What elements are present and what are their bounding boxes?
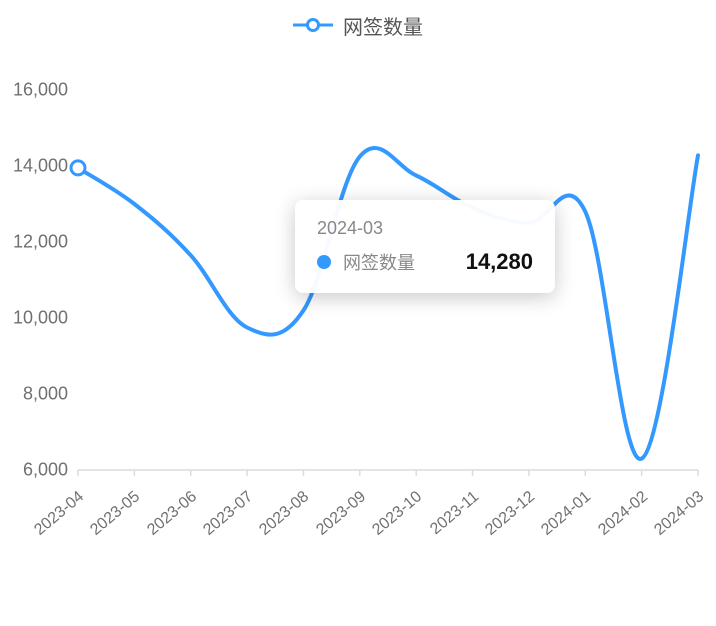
y-axis-tick-label: 16,000 (0, 80, 68, 101)
tooltip-title: 2024-03 (317, 218, 533, 239)
y-axis-tick-label: 10,000 (0, 308, 68, 329)
line-chart: 6,0008,00010,00012,00014,00016,000 2023-… (0, 60, 716, 580)
y-axis-tick-label: 12,000 (0, 232, 68, 253)
y-axis-tick-label: 14,000 (0, 156, 68, 177)
legend-marker-icon (293, 15, 333, 35)
chart-legend: 网签数量 (0, 0, 716, 40)
tooltip-row: 网签数量 14,280 (317, 249, 533, 275)
chart-tooltip: 2024-03 网签数量 14,280 (295, 200, 555, 293)
tooltip-dot-icon (317, 255, 331, 269)
tooltip-series-label: 网签数量 (343, 249, 454, 275)
tooltip-value: 14,280 (466, 249, 533, 275)
legend-series-label: 网签数量 (343, 11, 423, 40)
y-axis-tick-label: 8,000 (0, 384, 68, 405)
y-axis-tick-label: 6,000 (0, 460, 68, 481)
